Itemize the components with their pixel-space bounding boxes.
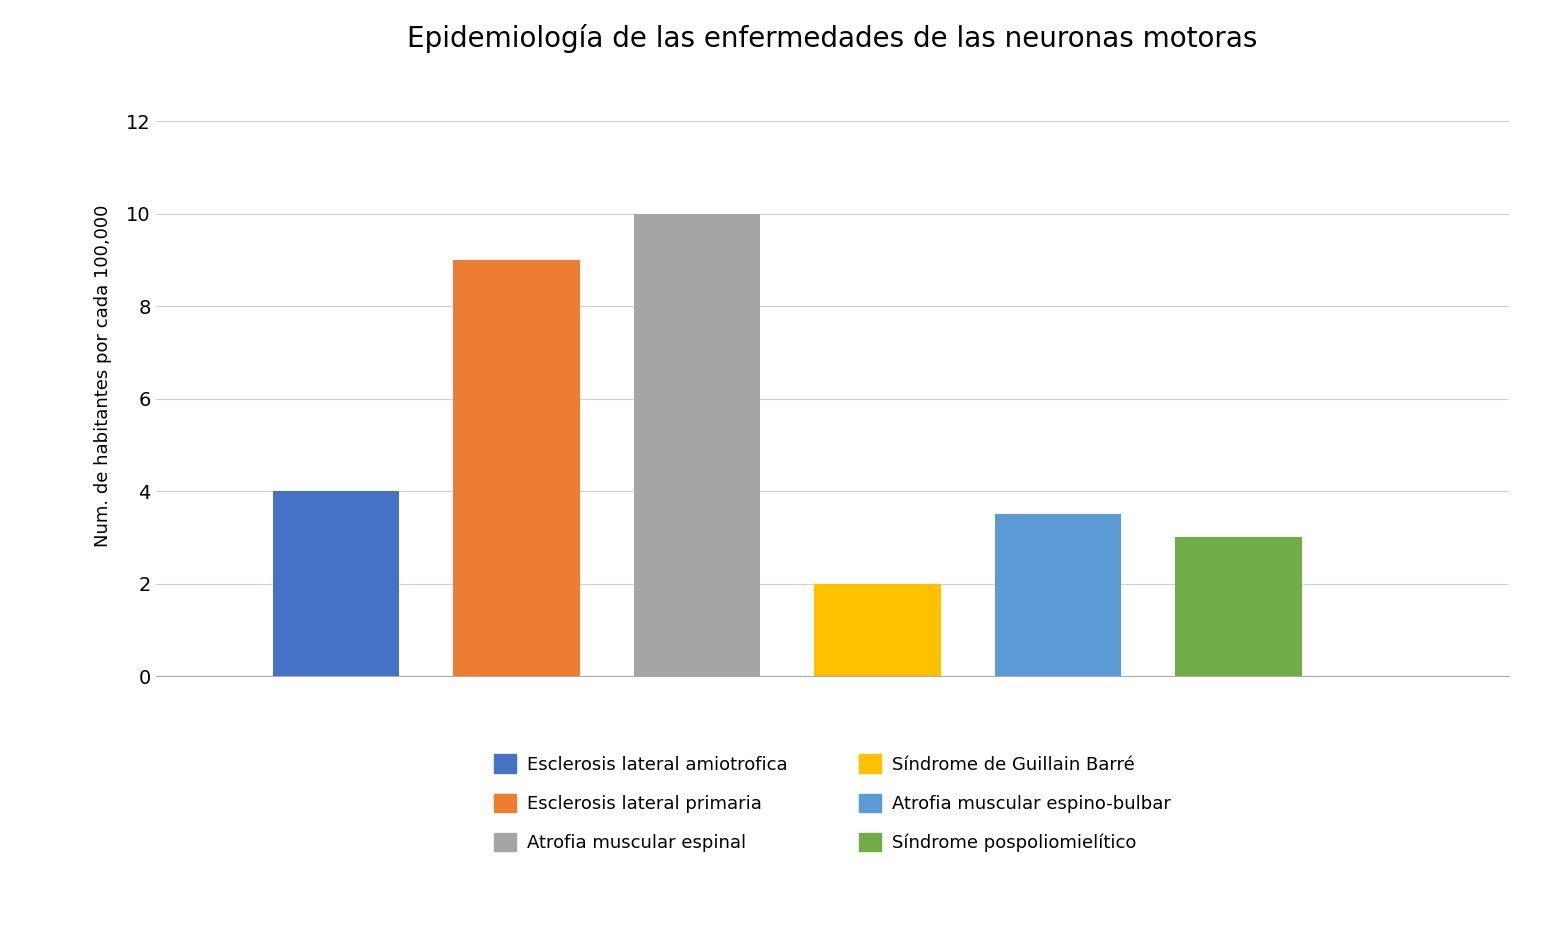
Legend: Esclerosis lateral amiotrofica, Esclerosis lateral primaria, Atrofia muscular es: Esclerosis lateral amiotrofica, Escleros… — [487, 747, 1178, 859]
Bar — [1175, 537, 1302, 676]
Bar — [453, 260, 580, 676]
Bar — [814, 584, 941, 676]
Bar — [272, 491, 400, 676]
Title: Epidemiología de las enfermedades de las neuronas motoras: Epidemiología de las enfermedades de las… — [408, 24, 1257, 54]
Bar — [633, 214, 761, 676]
Y-axis label: Num. de habitantes por cada 100,000: Num. de habitantes por cada 100,000 — [93, 205, 112, 546]
Bar — [994, 515, 1122, 676]
